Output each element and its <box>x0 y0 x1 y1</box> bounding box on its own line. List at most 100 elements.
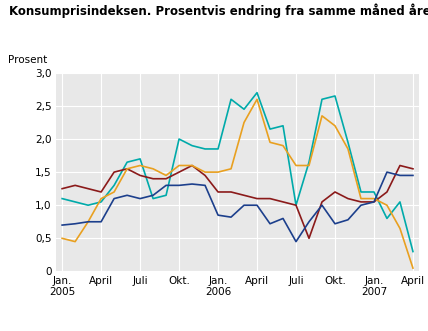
KPI-JA <box>86 220 91 224</box>
KPI <box>215 147 220 151</box>
KPI <box>241 107 247 111</box>
KPI <box>151 197 156 201</box>
KPI-JAE <box>59 223 65 227</box>
KPI-JA <box>202 170 208 174</box>
KPI-JAE <box>241 203 247 207</box>
KPI-JAE <box>410 173 416 177</box>
KPI-JAE <box>384 170 389 174</box>
KPI-JAE <box>229 215 234 219</box>
KPI-JAE <box>294 240 299 244</box>
KPI-JE <box>112 170 117 174</box>
KPI-JA <box>410 266 416 270</box>
KPI <box>268 127 273 131</box>
KPI-JA <box>358 197 363 201</box>
KPI-JA <box>98 197 104 201</box>
KPI-JE <box>397 164 402 167</box>
KPI-JAE <box>268 222 273 226</box>
KPI-JA <box>137 164 143 167</box>
KPI-JE <box>345 197 351 201</box>
KPI-JE <box>241 193 247 197</box>
KPI <box>176 137 181 141</box>
KPI-JAE <box>255 203 260 207</box>
KPI <box>358 190 363 194</box>
KPI-JAE <box>163 183 169 187</box>
KPI <box>202 147 208 151</box>
Text: Konsumprisindeksen. Prosentvis endring fra samme måned året før: Konsumprisindeksen. Prosentvis endring f… <box>9 3 428 18</box>
KPI-JAE <box>333 222 338 226</box>
KPI <box>73 200 78 204</box>
KPI-JA <box>345 147 351 151</box>
KPI-JA <box>280 144 285 148</box>
KPI <box>59 197 65 201</box>
KPI <box>86 203 91 207</box>
KPI-JAE <box>190 182 195 186</box>
KPI-JA <box>176 164 181 167</box>
KPI <box>125 160 130 164</box>
KPI-JA <box>112 190 117 194</box>
KPI-JA <box>306 164 312 167</box>
KPI-JE <box>190 164 195 167</box>
KPI <box>319 97 324 101</box>
KPI-JE <box>73 183 78 187</box>
KPI-JAE <box>306 220 312 224</box>
KPI <box>294 203 299 207</box>
KPI-JAE <box>112 197 117 201</box>
KPI-JE <box>176 170 181 174</box>
KPI-JA <box>59 236 65 240</box>
KPI-JE <box>98 190 104 194</box>
KPI-JE <box>86 187 91 191</box>
KPI-JE <box>372 200 377 204</box>
KPI-JA <box>397 226 402 230</box>
KPI-JAE <box>397 173 402 177</box>
KPI-JE <box>358 200 363 204</box>
KPI-JAE <box>319 203 324 207</box>
KPI-JE <box>306 236 312 240</box>
KPI <box>163 193 169 197</box>
KPI <box>112 183 117 187</box>
KPI-JE <box>410 167 416 171</box>
KPI-JE <box>333 190 338 194</box>
Line: KPI-JA: KPI-JA <box>62 99 413 268</box>
KPI-JE <box>151 177 156 181</box>
KPI-JE <box>319 200 324 204</box>
KPI-JA <box>319 114 324 118</box>
KPI-JE <box>137 173 143 177</box>
KPI-JA <box>229 167 234 171</box>
KPI-JA <box>73 240 78 244</box>
KPI-JE <box>384 190 389 194</box>
KPI-JE <box>294 203 299 207</box>
KPI-JE <box>268 197 273 201</box>
KPI-JE <box>280 200 285 204</box>
KPI-JAE <box>202 183 208 187</box>
KPI-JAE <box>372 200 377 204</box>
Text: Prosent: Prosent <box>8 55 48 65</box>
KPI-JAE <box>125 193 130 197</box>
KPI <box>255 91 260 95</box>
KPI-JAE <box>358 203 363 207</box>
KPI-JA <box>241 120 247 124</box>
KPI-JE <box>125 167 130 171</box>
KPI-JAE <box>345 218 351 222</box>
KPI <box>410 250 416 254</box>
KPI-JAE <box>215 213 220 217</box>
KPI-JAE <box>98 220 104 224</box>
Line: KPI-JAE: KPI-JAE <box>62 172 413 242</box>
KPI-JAE <box>176 183 181 187</box>
KPI-JE <box>163 177 169 181</box>
KPI <box>280 124 285 128</box>
Line: KPI-JE: KPI-JE <box>62 166 413 238</box>
KPI <box>229 97 234 101</box>
KPI <box>98 200 104 204</box>
KPI-JA <box>372 197 377 201</box>
KPI-JE <box>202 173 208 177</box>
KPI-JA <box>215 170 220 174</box>
Line: KPI: KPI <box>62 93 413 252</box>
KPI-JE <box>229 190 234 194</box>
KPI-JE <box>215 190 220 194</box>
KPI-JA <box>294 164 299 167</box>
KPI <box>306 160 312 164</box>
KPI-JA <box>333 124 338 128</box>
KPI-JA <box>255 97 260 101</box>
KPI-JE <box>255 197 260 201</box>
KPI-JA <box>190 164 195 167</box>
